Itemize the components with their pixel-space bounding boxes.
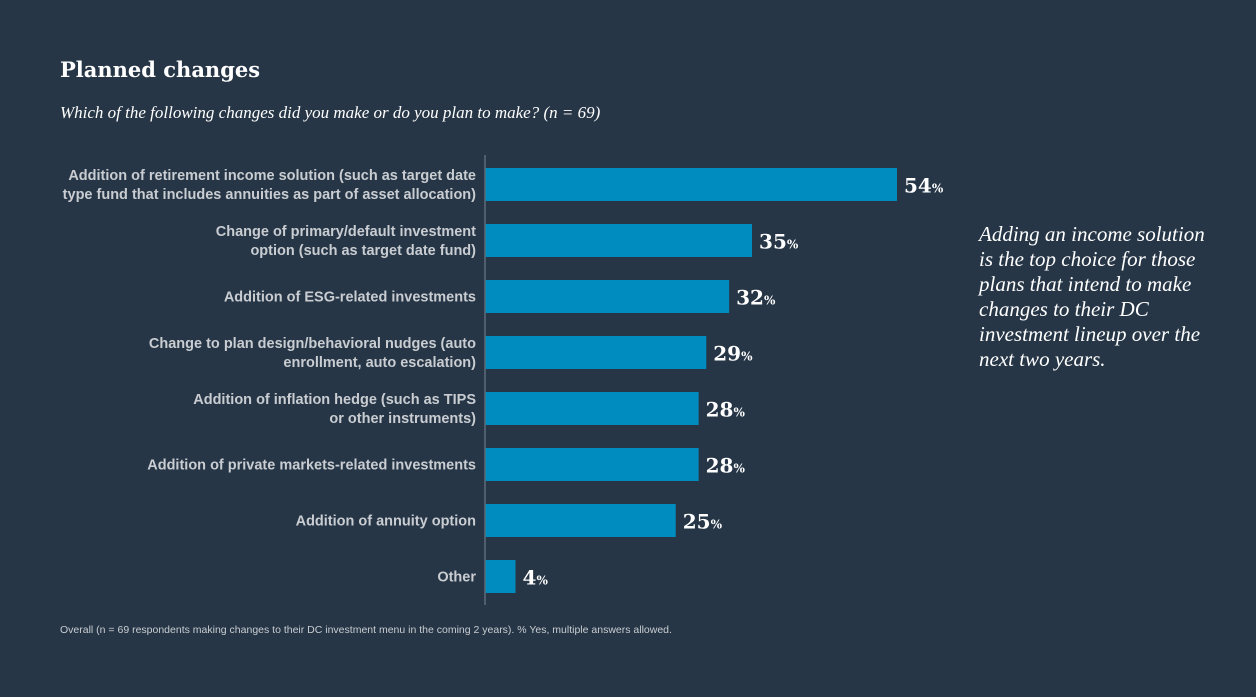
category-label-4: Change to plan design/behavioral nudges …: [149, 336, 476, 371]
bar-8: [485, 560, 516, 593]
category-label-2: Change of primary/default investment opti…: [216, 224, 476, 259]
bar-3: [485, 280, 730, 313]
bar-5: [485, 392, 699, 425]
annotation-callout: Adding an income solution is the top cho…: [979, 222, 1205, 371]
value-label-7: 25%: [683, 510, 723, 534]
value-label-1: 54%: [904, 174, 944, 198]
category-label-5: Addition of inflation hedge (such as TIP…: [193, 392, 476, 427]
chart-title: Planned changes: [60, 57, 261, 82]
value-label-2: 35%: [759, 230, 799, 254]
footnote: Overall (n = 69 respondents making chang…: [60, 624, 672, 636]
value-label-6: 28%: [706, 454, 746, 478]
bar-1: [485, 168, 897, 201]
bar-2: [485, 224, 753, 257]
category-label-6: Addition of private markets-related inve…: [147, 458, 476, 474]
value-label-3: 32%: [736, 286, 776, 310]
bar-7: [485, 504, 676, 537]
bar-4: [485, 336, 707, 369]
bar-6: [485, 448, 699, 481]
value-label-8: 4%: [523, 566, 549, 590]
category-label-8: Other: [437, 570, 476, 586]
category-label-3: Addition of ESG-related investments: [224, 290, 476, 306]
category-label-7: Addition of annuity option: [296, 514, 476, 530]
chart-subtitle: Which of the following changes did you m…: [60, 103, 601, 122]
value-label-5: 28%: [706, 398, 746, 422]
value-label-4: 29%: [713, 342, 753, 366]
category-label-1: Addition of retirement income solution (…: [63, 168, 476, 203]
